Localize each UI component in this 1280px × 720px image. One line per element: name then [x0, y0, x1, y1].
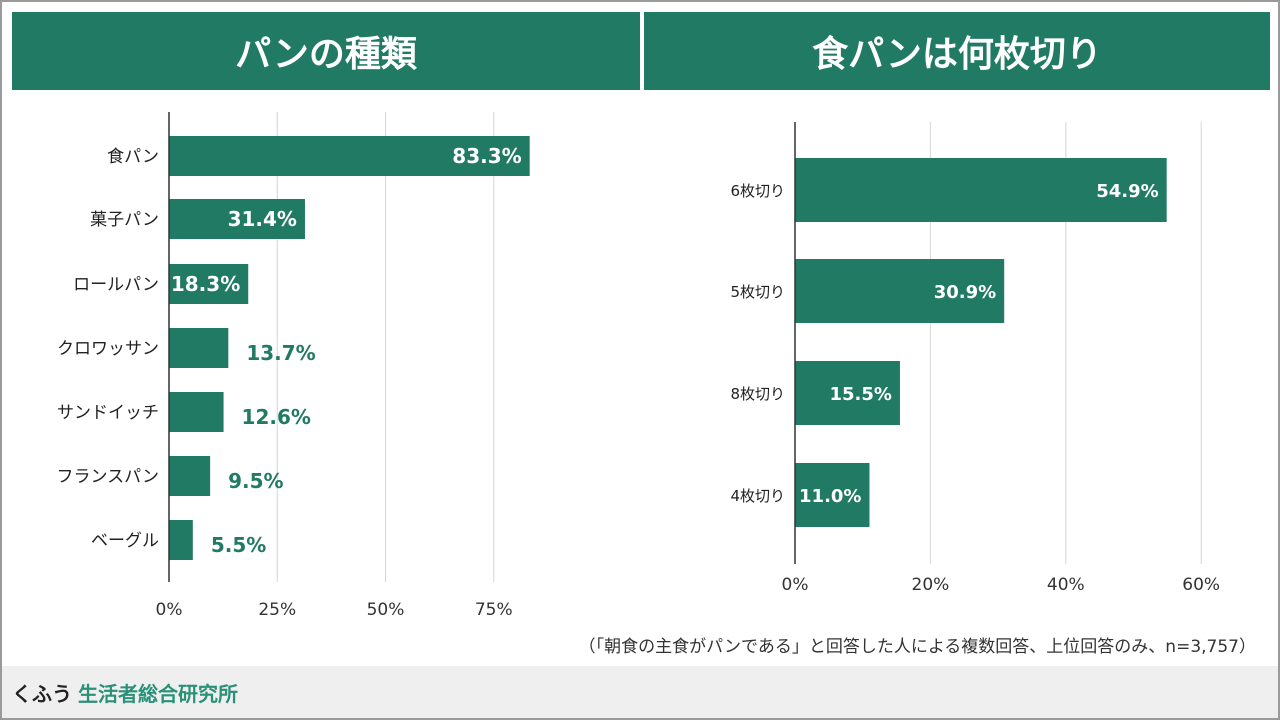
chart-title-bread-types: パンの種類	[12, 12, 640, 90]
tick-label: 60%	[1182, 575, 1220, 595]
tick-label: 0%	[156, 600, 183, 620]
org-name: 生活者総合研究所	[78, 681, 238, 706]
category-label: 6枚切り	[730, 182, 785, 200]
brand-logo: くふう	[12, 681, 72, 706]
category-label: サンドイッチ	[57, 403, 159, 423]
category-label: フランスパン	[56, 467, 159, 487]
value-label: 13.7%	[246, 341, 315, 365]
category-label: 8枚切り	[730, 385, 785, 403]
value-label: 18.3%	[171, 272, 240, 296]
bar	[169, 264, 249, 304]
tick-label: 25%	[258, 600, 296, 620]
category-label: 菓子パン	[90, 210, 159, 230]
tick-label: 0%	[782, 575, 809, 595]
survey-note: （「朝食の主食がパンである」と回答した人による複数回答、上位回答のみ、n=3,7…	[578, 637, 1256, 657]
bar	[795, 158, 1167, 222]
tick-label: 40%	[1047, 575, 1085, 595]
value-label: 5.5%	[211, 533, 266, 557]
value-label: 83.3%	[452, 144, 521, 168]
bar	[169, 199, 305, 239]
bar	[795, 259, 1005, 323]
category-label: 5枚切り	[730, 283, 785, 301]
tick-label: 50%	[367, 600, 405, 620]
value-label: 11.0%	[799, 486, 861, 507]
value-label: 31.4%	[228, 207, 297, 231]
bar	[169, 136, 530, 176]
value-label: 12.6%	[242, 405, 311, 429]
bar	[795, 361, 900, 425]
bar	[169, 328, 229, 368]
bar	[169, 456, 211, 496]
value-label: 54.9%	[1096, 181, 1158, 202]
category-label: ロールパン	[73, 275, 159, 295]
value-label: 15.5%	[829, 384, 891, 405]
category-label: クロワッサン	[57, 339, 159, 359]
bar	[169, 392, 224, 432]
tick-label: 75%	[475, 600, 513, 620]
tick-label: 20%	[912, 575, 950, 595]
bar	[169, 520, 193, 560]
value-label: 9.5%	[228, 469, 283, 493]
chart-title-slice-count: 食パンは何枚切り	[644, 12, 1270, 90]
category-label: 4枚切り	[730, 487, 785, 505]
value-label: 30.9%	[934, 282, 996, 303]
footer: くふう 生活者総合研究所	[2, 666, 1278, 718]
category-label: ベーグル	[91, 531, 159, 551]
category-label: 食パン	[107, 147, 159, 167]
bar	[795, 463, 870, 527]
